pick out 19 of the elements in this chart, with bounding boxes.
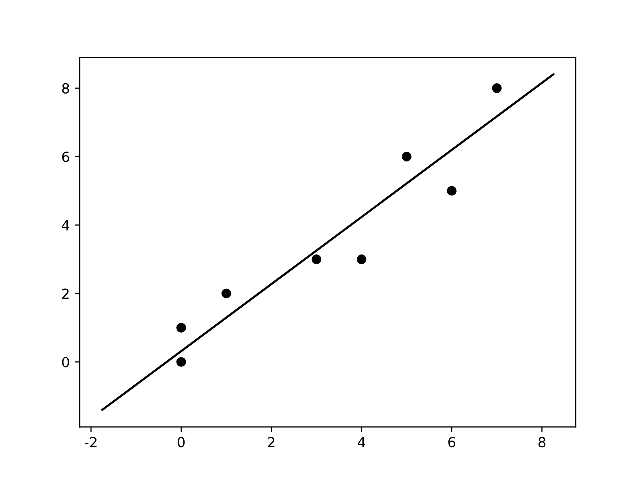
x-tick-label: 0: [178, 437, 185, 448]
point: [447, 186, 457, 196]
point: [176, 357, 186, 368]
point: [402, 152, 412, 162]
y-tick-label: 4: [62, 220, 70, 231]
x-tick-label: 6: [448, 437, 456, 448]
x-tick-label: 2: [268, 437, 275, 448]
x-tick-label: 8: [538, 437, 546, 448]
point: [492, 84, 502, 94]
x-tick-label: -2: [85, 437, 97, 448]
point: [176, 323, 186, 333]
y-tick-label: 6: [62, 152, 70, 162]
x-tick-label: 4: [358, 437, 366, 448]
point: [312, 254, 322, 264]
y-tick-label: 2: [62, 288, 69, 300]
y-tick-label: 0: [62, 357, 70, 368]
point: [222, 288, 232, 299]
point: [356, 254, 367, 264]
y-tick-label: 8: [62, 83, 70, 94]
